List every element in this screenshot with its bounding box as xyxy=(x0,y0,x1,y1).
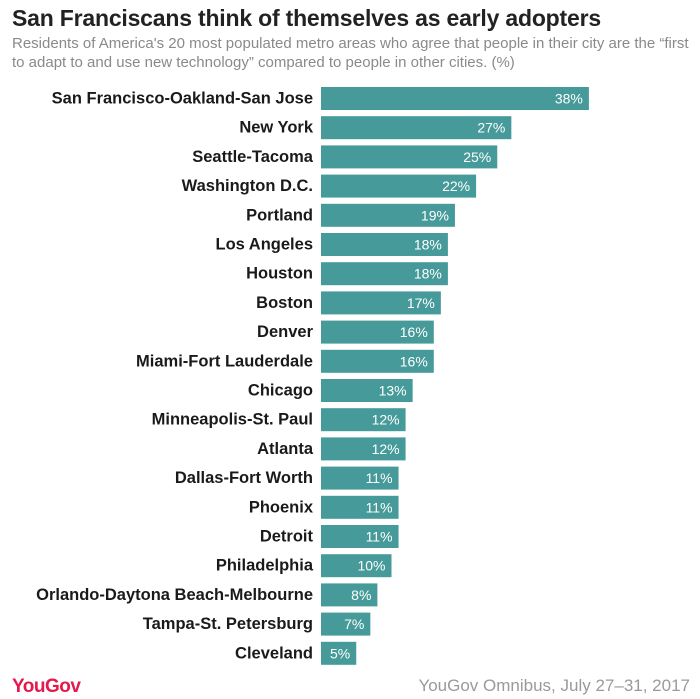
category-label: Atlanta xyxy=(257,440,314,458)
bar xyxy=(321,116,512,140)
bar xyxy=(321,174,477,198)
bar xyxy=(321,233,448,256)
value-label: 13% xyxy=(379,383,407,399)
category-label: Detroit xyxy=(260,528,314,546)
bar xyxy=(321,641,357,665)
value-label: 16% xyxy=(400,324,428,340)
category-label: Denver xyxy=(257,323,314,341)
value-label: 11% xyxy=(366,529,393,545)
category-label: Orlando-Daytona Beach-Melbourne xyxy=(36,586,313,604)
bar xyxy=(321,320,434,344)
source-note: YouGov Omnibus, July 27–31, 2017 xyxy=(418,676,690,695)
chart-subtitle: Residents of America's 20 most populated… xyxy=(12,35,689,71)
value-label: 12% xyxy=(372,441,400,457)
yougov-logo: YouGov xyxy=(12,676,81,697)
category-label: San Francisco-Oakland-San Jose xyxy=(52,90,313,108)
category-label: Tampa-St. Petersburg xyxy=(143,615,313,633)
category-label: Dallas-Fort Worth xyxy=(175,469,313,487)
value-label: 27% xyxy=(477,120,505,136)
bar xyxy=(321,466,399,490)
category-label: Philadelphia xyxy=(216,557,314,575)
bar xyxy=(321,554,392,578)
value-label: 17% xyxy=(407,295,435,311)
chart-title: San Franciscans think of themselves as e… xyxy=(12,5,601,31)
category-label: Houston xyxy=(246,265,313,283)
category-label: Phoenix xyxy=(249,498,314,516)
bar xyxy=(321,262,448,286)
bar xyxy=(321,612,371,636)
value-label: 8% xyxy=(351,587,371,603)
category-label: Miami-Fort Lauderdale xyxy=(136,352,313,370)
category-label: Washington D.C. xyxy=(182,177,313,195)
value-label: 18% xyxy=(414,237,442,253)
category-label: Seattle-Tacoma xyxy=(192,148,314,166)
bar xyxy=(321,291,441,315)
value-label: 11% xyxy=(366,499,393,515)
value-label: 5% xyxy=(330,645,350,661)
value-label: 25% xyxy=(463,149,491,165)
bar xyxy=(321,203,455,227)
bar xyxy=(321,379,413,402)
category-label: Portland xyxy=(246,206,313,224)
value-label: 19% xyxy=(421,207,449,223)
value-label: 12% xyxy=(372,412,400,428)
category-label: Chicago xyxy=(248,382,313,400)
category-label: New York xyxy=(239,119,313,137)
value-label: 22% xyxy=(442,178,470,194)
bar xyxy=(321,583,378,607)
value-label: 10% xyxy=(357,558,385,574)
bar xyxy=(321,349,434,373)
category-label: Boston xyxy=(256,294,313,312)
bar xyxy=(321,437,406,461)
bar xyxy=(321,145,498,169)
category-label: Los Angeles xyxy=(216,236,314,254)
category-label: Minneapolis-St. Paul xyxy=(152,411,313,429)
value-label: 38% xyxy=(555,91,583,107)
bar xyxy=(321,495,399,519)
bar xyxy=(321,87,589,110)
bar xyxy=(321,525,399,548)
value-label: 18% xyxy=(414,266,442,282)
value-label: 7% xyxy=(344,616,364,632)
value-label: 11% xyxy=(366,470,393,486)
bar xyxy=(321,408,406,432)
category-label: Cleveland xyxy=(235,644,313,662)
value-label: 16% xyxy=(400,353,428,369)
